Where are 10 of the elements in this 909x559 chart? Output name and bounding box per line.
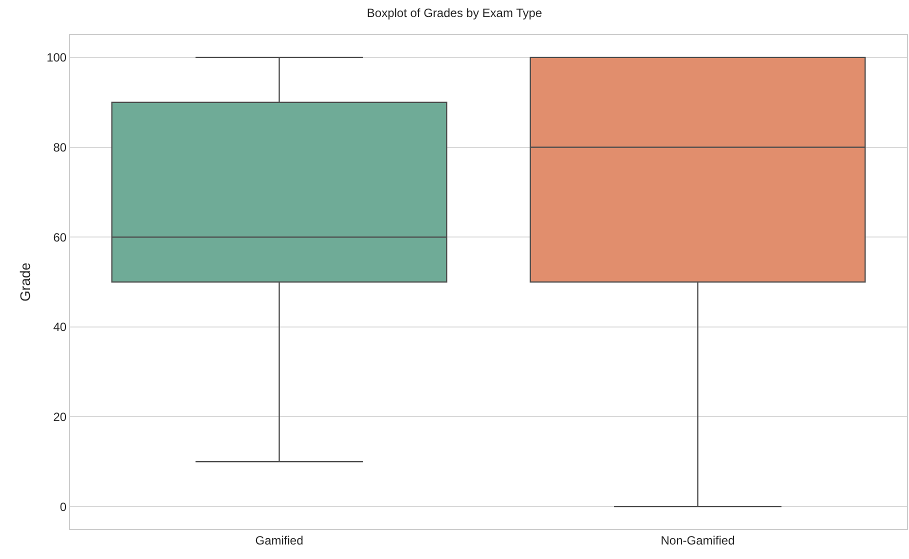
y-tick-label: 20 <box>53 410 67 424</box>
y-tick-label: 100 <box>46 50 67 65</box>
y-tick-label: 60 <box>53 230 67 244</box>
y-tick-label: 0 <box>60 500 67 514</box>
chart-title: Boxplot of Grades by Exam Type <box>366 6 542 20</box>
y-tick-label: 80 <box>53 140 67 154</box>
y-axis-title: Grade <box>17 262 34 302</box>
x-tick-label: Non-Gamified <box>660 533 735 548</box>
x-tick-label: Gamified <box>255 533 304 548</box>
y-tick-label: 40 <box>53 320 67 334</box>
